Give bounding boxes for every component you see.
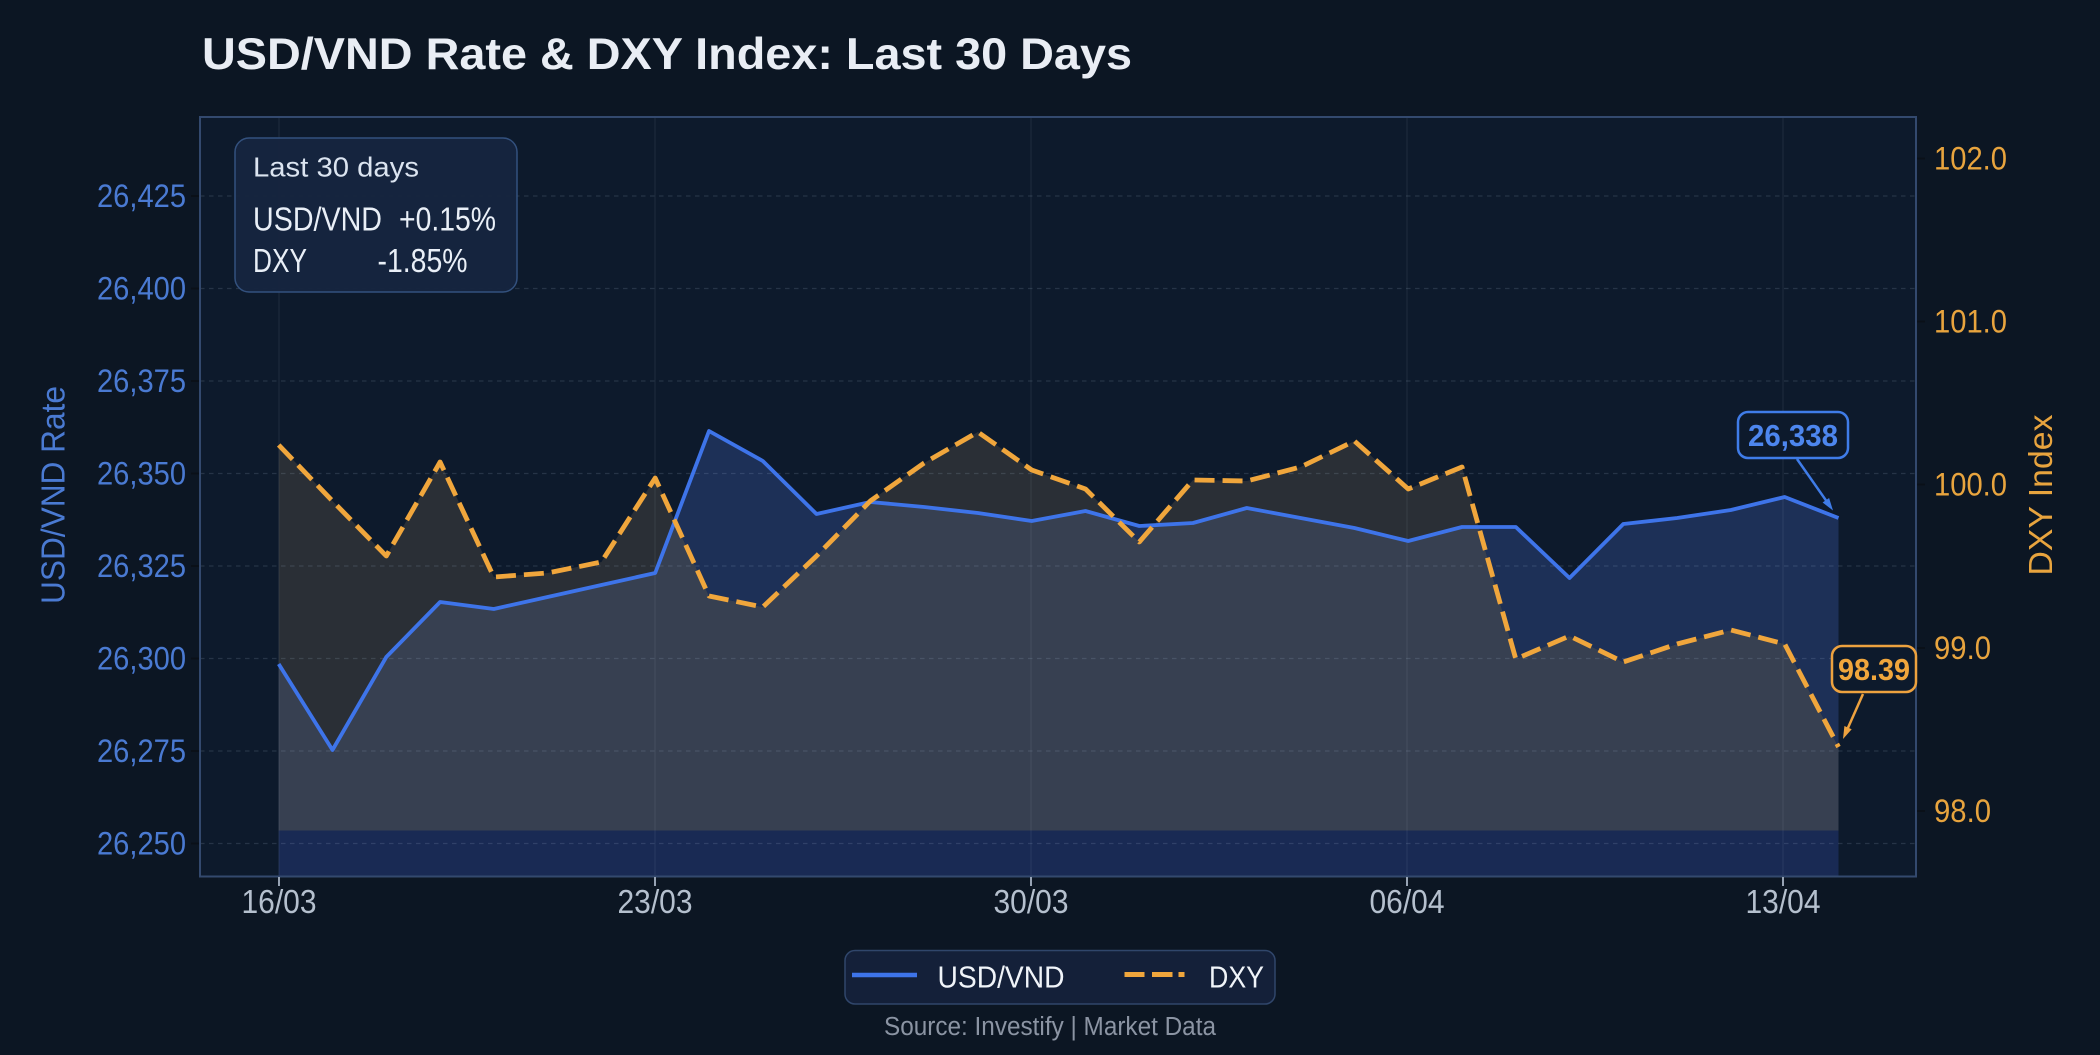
svg-text:USD/VND: USD/VND [253,201,382,238]
svg-text:26,400: 26,400 [97,271,186,307]
svg-text:98.0: 98.0 [1934,793,1991,829]
svg-text:13/04: 13/04 [1746,883,1821,920]
svg-text:26,300: 26,300 [97,641,186,677]
svg-text:26,275: 26,275 [97,733,186,769]
svg-text:USD/VND: USD/VND [938,961,1065,995]
svg-text:26,425: 26,425 [97,178,186,214]
svg-text:98.39: 98.39 [1838,652,1910,687]
svg-text:-1.85%: -1.85% [378,242,468,279]
svg-text:USD/VND Rate & DXY Index: Last: USD/VND Rate & DXY Index: Last 30 Days [202,30,1132,79]
svg-text:06/04: 06/04 [1370,883,1445,920]
svg-text:26,350: 26,350 [97,456,186,492]
svg-text:23/03: 23/03 [618,883,693,920]
svg-text:26,250: 26,250 [97,826,186,862]
svg-text:100.0: 100.0 [1934,467,2007,503]
svg-text:DXY Index: DXY Index [2022,414,2059,576]
svg-text:Source: Investify | Market Dat: Source: Investify | Market Data [884,1013,1217,1041]
svg-text:DXY: DXY [253,242,307,279]
svg-text:26,375: 26,375 [97,363,186,399]
svg-text:16/03: 16/03 [242,883,317,920]
svg-text:26,325: 26,325 [97,548,186,584]
svg-text:USD/VND Rate: USD/VND Rate [35,386,72,604]
svg-text:DXY: DXY [1209,961,1264,995]
svg-text:30/03: 30/03 [994,883,1069,920]
svg-text:99.0: 99.0 [1934,630,1991,666]
svg-text:+0.15%: +0.15% [399,201,496,238]
svg-text:102.0: 102.0 [1934,141,2007,177]
svg-text:26,338: 26,338 [1748,418,1838,453]
svg-text:101.0: 101.0 [1934,304,2007,340]
svg-text:Last 30 days: Last 30 days [253,152,419,183]
